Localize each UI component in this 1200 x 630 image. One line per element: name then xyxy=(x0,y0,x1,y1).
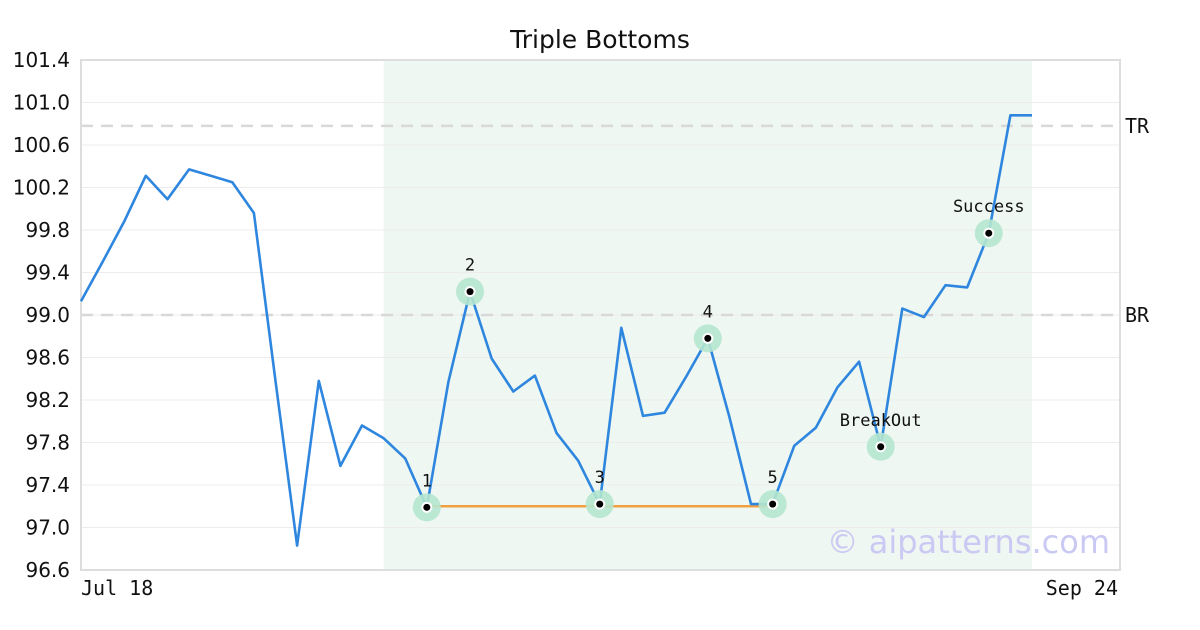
annotation-dot xyxy=(877,443,885,451)
annotation-label: 2 xyxy=(465,256,475,276)
y-tick-labels: 96.6 97.0 97.4 97.8 98.2 98.6 99.0 99.4 99.8 100.… xyxy=(13,48,70,582)
reference-label-br: BR xyxy=(1125,303,1150,327)
y-tick-label: 97.4 xyxy=(25,473,70,497)
plot-frame xyxy=(80,59,1121,571)
annotation-dot xyxy=(985,229,993,237)
reference-lines-layer: TR BR xyxy=(81,114,1150,327)
y-tick-label: 96.6 xyxy=(25,558,70,582)
annotation-label: BreakOut xyxy=(840,411,922,431)
chart-title: Triple Bottoms xyxy=(509,25,690,54)
y-tick-label: 97.0 xyxy=(25,516,70,540)
annotations-layer: 1 2 3 4 5 BreakOut Success xyxy=(412,197,1025,522)
x-tick-label-start: Jul 18 xyxy=(81,576,153,600)
reference-label-tr: TR xyxy=(1125,114,1150,138)
y-tick-label: 101.4 xyxy=(13,48,70,72)
grid-layer xyxy=(81,102,1120,528)
y-tick-label: 100.2 xyxy=(13,176,70,200)
annotation-label: 1 xyxy=(422,471,432,491)
annotation-label: 5 xyxy=(768,468,778,488)
y-tick-label: 99.8 xyxy=(25,218,70,242)
x-tick-label-end: Sep 24 xyxy=(1046,576,1118,600)
price-series-layer xyxy=(79,114,1032,547)
annotation-label: 4 xyxy=(703,302,713,322)
y-tick-label: 98.2 xyxy=(25,388,70,412)
y-tick-label: 99.0 xyxy=(25,303,70,327)
annotation-dot xyxy=(769,500,777,508)
annotation-dot xyxy=(704,334,712,342)
price-series-line xyxy=(79,114,1032,547)
watermark: © aipatterns.com xyxy=(827,523,1110,561)
y-tick-label: 101.0 xyxy=(13,91,70,115)
y-tick-label: 97.8 xyxy=(25,431,70,455)
annotation-dot xyxy=(596,500,604,508)
y-tick-label: 99.4 xyxy=(25,261,70,285)
annotation-dot xyxy=(423,503,431,511)
annotation-label: Success xyxy=(953,197,1025,217)
annotation-dot xyxy=(466,288,474,296)
y-tick-label: 98.6 xyxy=(25,346,70,370)
annotation-label: 3 xyxy=(595,468,605,488)
y-tick-label: 100.6 xyxy=(13,133,70,157)
